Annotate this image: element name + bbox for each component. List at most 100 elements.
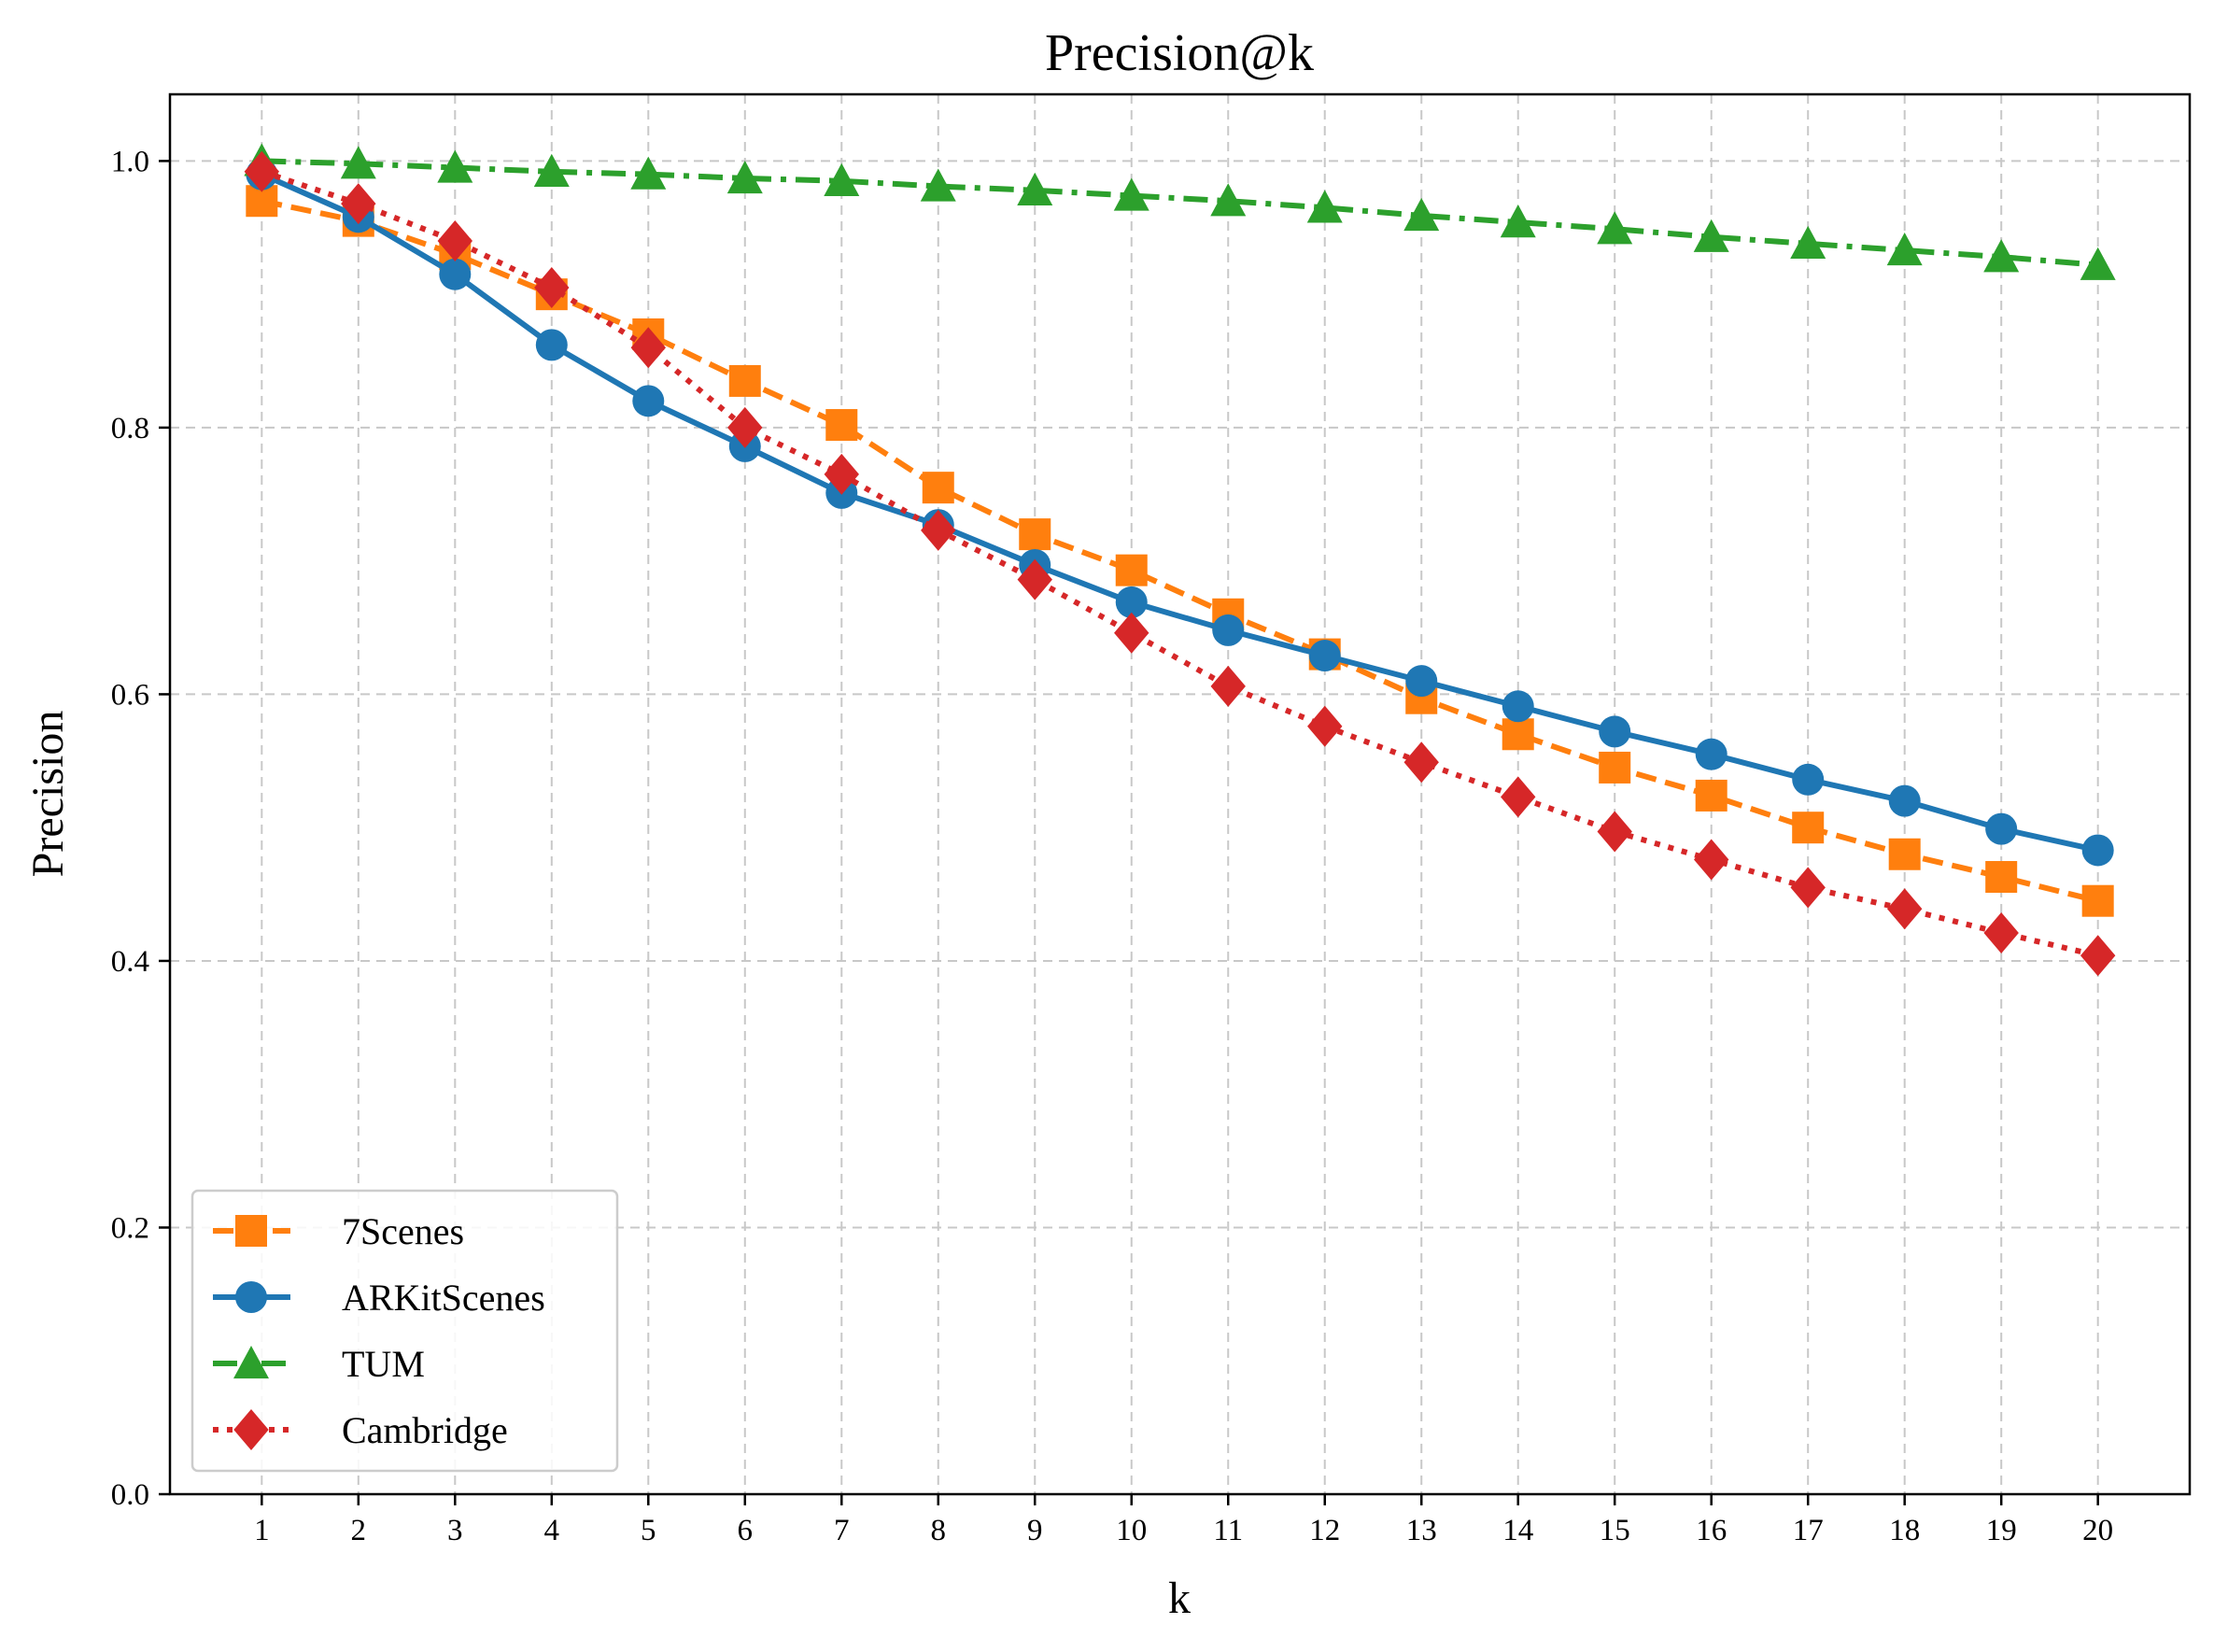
data-point-tum xyxy=(1983,239,2020,273)
data-point-tum xyxy=(920,168,956,202)
y-tick-label: 1.0 xyxy=(111,145,149,178)
data-point-tum xyxy=(824,162,860,196)
data-point-cambridge xyxy=(1114,612,1149,654)
x-tick-label: 16 xyxy=(1696,1514,1727,1547)
data-point-7scenes xyxy=(1888,838,1921,870)
data-point-tum xyxy=(533,153,570,187)
x-tick-label: 6 xyxy=(738,1514,754,1547)
x-tick-label: 10 xyxy=(1116,1514,1147,1547)
data-point-arkitscenes xyxy=(1212,614,1245,646)
x-tick-label: 8 xyxy=(931,1514,947,1547)
plot-frame xyxy=(168,92,2192,1496)
data-point-tum xyxy=(1886,233,1923,266)
y-axis-label: Precision xyxy=(23,711,73,878)
x-tick-label: 12 xyxy=(1309,1514,1340,1547)
data-point-cambridge xyxy=(1017,558,1052,600)
data-point-7scenes xyxy=(728,364,761,397)
data-point-arkitscenes xyxy=(535,329,568,361)
data-point-tum xyxy=(1597,211,1633,245)
data-point-7scenes xyxy=(1792,812,1825,844)
x-tick-label: 18 xyxy=(1889,1514,1920,1547)
data-point-arkitscenes xyxy=(1695,738,1727,770)
data-point-tum xyxy=(2080,247,2116,280)
data-point-tum xyxy=(1790,225,1826,260)
series-layer xyxy=(244,143,2116,977)
data-point-arkitscenes xyxy=(1792,763,1825,796)
x-axis-label: k xyxy=(1168,1574,1191,1623)
data-point-tum xyxy=(1306,190,1343,223)
legend-item-tum: TUM xyxy=(213,1343,425,1385)
data-point-7scenes xyxy=(825,409,858,442)
data-point-cambridge xyxy=(1597,811,1632,853)
data-point-arkitscenes xyxy=(1599,715,1631,748)
data-point-cambridge xyxy=(341,183,376,225)
data-point-cambridge xyxy=(1501,776,1536,818)
legend-label-7scenes: 7Scenes xyxy=(342,1210,464,1252)
ticks-layer: 1 2 3 4 5 6 7 8 9 10 11 12 13 14 15 16 17 18 19 200.00.20.4… xyxy=(111,145,2113,1547)
legend-item-arkitscenes: ARKitScenes xyxy=(213,1277,545,1319)
data-point-arkitscenes xyxy=(1115,586,1148,618)
legend-label-cambridge: Cambridge xyxy=(342,1409,508,1451)
y-tick-label: 0.4 xyxy=(111,945,149,979)
data-point-arkitscenes xyxy=(1405,665,1438,698)
x-tick-label: 13 xyxy=(1406,1514,1437,1547)
legend-label-tum: TUM xyxy=(342,1343,425,1385)
data-point-cambridge xyxy=(1790,867,1826,909)
data-point-cambridge xyxy=(1983,911,2019,953)
x-tick-label: 5 xyxy=(641,1514,656,1547)
x-tick-label: 3 xyxy=(447,1514,463,1547)
data-point-tum xyxy=(1113,177,1149,211)
y-tick-label: 0.0 xyxy=(111,1478,149,1512)
y-tick-label: 0.2 xyxy=(111,1211,149,1245)
legend-item-cambridge: Cambridge xyxy=(213,1409,508,1451)
data-point-7scenes xyxy=(1019,518,1051,551)
data-point-cambridge xyxy=(437,220,473,262)
x-tick-label: 17 xyxy=(1793,1514,1824,1547)
x-tick-label: 15 xyxy=(1600,1514,1630,1547)
data-point-7scenes xyxy=(1599,751,1631,784)
data-point-arkitscenes xyxy=(1308,640,1341,672)
x-tick-label: 11 xyxy=(1213,1514,1243,1547)
x-tick-label: 2 xyxy=(351,1514,367,1547)
data-point-7scenes xyxy=(1115,554,1148,586)
data-point-cambridge xyxy=(1403,741,1439,784)
x-tick-label: 19 xyxy=(1986,1514,2017,1547)
data-point-arkitscenes xyxy=(1502,690,1534,723)
x-tick-label: 4 xyxy=(544,1514,560,1547)
series-line-7scenes xyxy=(261,198,2099,904)
data-point-tum xyxy=(726,160,763,194)
data-point-tum xyxy=(437,149,473,183)
data-point-tum xyxy=(1403,197,1440,232)
data-point-cambridge xyxy=(1694,839,1729,881)
data-point-cambridge xyxy=(1210,665,1246,707)
y-tick-label: 0.6 xyxy=(111,678,149,712)
y-tick-label: 0.8 xyxy=(111,412,149,445)
data-point-tum xyxy=(1017,172,1053,205)
legend-marker-7scenes xyxy=(235,1215,267,1247)
x-tick-label: 1 xyxy=(254,1514,270,1547)
chart-title: Precision@k xyxy=(1045,24,1314,82)
data-point-tum xyxy=(630,156,667,190)
data-point-arkitscenes xyxy=(2081,834,2114,867)
data-point-arkitscenes xyxy=(1888,784,1921,817)
data-point-cambridge xyxy=(727,406,763,448)
data-point-7scenes xyxy=(2081,884,2114,917)
series-line-cambridge xyxy=(261,168,2099,959)
data-point-7scenes xyxy=(1502,718,1534,751)
data-point-7scenes xyxy=(1985,861,2018,894)
legend: 7Scenes ARKitScenes TUM Cambridge xyxy=(190,1189,619,1473)
data-point-arkitscenes xyxy=(439,258,472,290)
data-point-cambridge xyxy=(244,150,280,192)
data-point-cambridge xyxy=(630,327,666,369)
legend-item-7scenes: 7Scenes xyxy=(213,1210,464,1252)
x-tick-label: 14 xyxy=(1502,1514,1533,1547)
data-point-7scenes xyxy=(1695,779,1727,812)
data-point-cambridge xyxy=(2080,935,2116,977)
data-point-cambridge xyxy=(534,267,570,309)
x-tick-label: 7 xyxy=(834,1514,850,1547)
legend-label-arkitscenes: ARKitScenes xyxy=(342,1277,545,1319)
data-point-tum xyxy=(1210,183,1247,217)
data-point-tum xyxy=(340,146,376,179)
legend-marker-tum xyxy=(233,1346,269,1379)
